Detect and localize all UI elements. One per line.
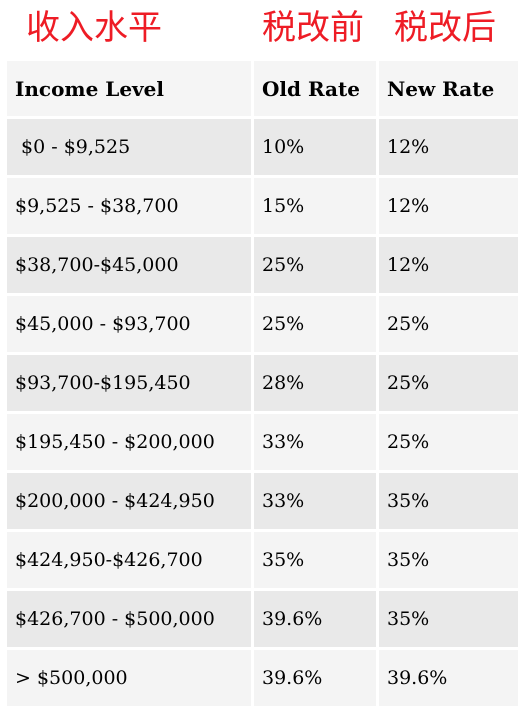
old-rate-cell: 10% (254, 119, 376, 175)
old-rate-cell: 39.6% (254, 650, 376, 706)
table-row: $38,700-$45,000 25% 12% (7, 237, 518, 293)
new-rate-cell: 25% (379, 355, 518, 411)
new-rate-cell: 12% (379, 237, 518, 293)
table-row: $426,700 - $500,000 39.6% 35% (7, 591, 518, 647)
old-rate-cell: 25% (254, 237, 376, 293)
new-rate-cell: 35% (379, 473, 518, 529)
table-row: $195,450 - $200,000 33% 25% (7, 414, 518, 470)
old-rate-cell: 25% (254, 296, 376, 352)
old-rate-cell: 35% (254, 532, 376, 588)
table-row: $424,950-$426,700 35% 35% (7, 532, 518, 588)
table-row: $45,000 - $93,700 25% 25% (7, 296, 518, 352)
new-rate-cell: 25% (379, 296, 518, 352)
before-reform-caption: 税改前 (262, 8, 364, 48)
income-level-cell: > $500,000 (7, 650, 251, 706)
table-row: $93,700-$195,450 28% 25% (7, 355, 518, 411)
tax-rate-table: Income Level Old Rate New Rate $0 - $9,5… (4, 58, 521, 709)
new-rate-header: New Rate (379, 61, 518, 116)
income-level-header: Income Level (7, 61, 251, 116)
income-level-cell: $38,700-$45,000 (7, 237, 251, 293)
new-rate-cell: 12% (379, 178, 518, 234)
income-level-cell: $200,000 - $424,950 (7, 473, 251, 529)
income-level-cell: $0 - $9,525 (7, 119, 251, 175)
old-rate-header: Old Rate (254, 61, 376, 116)
income-level-cell: $9,525 - $38,700 (7, 178, 251, 234)
new-rate-cell: 12% (379, 119, 518, 175)
old-rate-cell: 28% (254, 355, 376, 411)
income-level-cell: $45,000 - $93,700 (7, 296, 251, 352)
income-level-cell: $426,700 - $500,000 (7, 591, 251, 647)
table-row: $9,525 - $38,700 15% 12% (7, 178, 518, 234)
income-level-cell: $195,450 - $200,000 (7, 414, 251, 470)
table-row: $0 - $9,525 10% 12% (7, 119, 518, 175)
old-rate-cell: 33% (254, 414, 376, 470)
income-level-cell: $424,950-$426,700 (7, 532, 251, 588)
old-rate-cell: 15% (254, 178, 376, 234)
table-header-row: Income Level Old Rate New Rate (7, 61, 518, 116)
old-rate-cell: 33% (254, 473, 376, 529)
after-reform-caption: 税改后 (394, 8, 496, 48)
old-rate-cell: 39.6% (254, 591, 376, 647)
table-row: > $500,000 39.6% 39.6% (7, 650, 518, 706)
column-caption-bar: 收入水平 税改前 税改后 (0, 0, 522, 58)
income-level-cell: $93,700-$195,450 (7, 355, 251, 411)
new-rate-cell: 35% (379, 591, 518, 647)
new-rate-cell: 35% (379, 532, 518, 588)
new-rate-cell: 39.6% (379, 650, 518, 706)
table-row: $200,000 - $424,950 33% 35% (7, 473, 518, 529)
new-rate-cell: 25% (379, 414, 518, 470)
income-level-caption: 收入水平 (26, 8, 162, 48)
